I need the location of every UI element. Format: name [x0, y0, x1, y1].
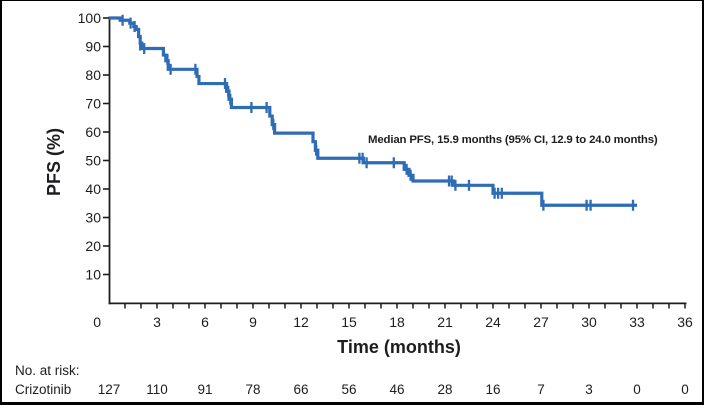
y-axis-ticks	[103, 17, 109, 276]
censor-marks	[121, 14, 635, 211]
x-axis-ticks	[124, 304, 686, 309]
at-risk-value: 0	[633, 382, 641, 397]
at-risk-value: 56	[341, 382, 356, 397]
at-risk-value: 7	[537, 382, 545, 397]
at-risk-value: 66	[293, 382, 308, 397]
at-risk-series-name: Crizotinib	[15, 382, 71, 397]
at-risk-value: 28	[437, 382, 452, 397]
at-risk-value: 0	[681, 382, 689, 397]
at-risk-value: 127	[98, 382, 121, 397]
km-curve-crizotinib	[109, 16, 637, 207]
x-axis-tick-labels: 0 3 6 9 12 15 18 21 24 27 30 33 36	[93, 314, 693, 330]
x-tick-label: 15	[341, 314, 357, 330]
x-tick-label: 0	[93, 314, 101, 330]
y-axis-title: PFS (%)	[44, 128, 64, 196]
at-risk-values: 127 110 91 78 66 56 46 28 16 7 3 0 0	[98, 382, 689, 397]
x-tick-label: 3	[153, 314, 161, 330]
y-tick-label: 50	[85, 153, 101, 169]
y-tick-label: 20	[85, 238, 101, 254]
y-tick-label: 80	[85, 67, 101, 83]
at-risk-value: 78	[245, 382, 260, 397]
at-risk-value: 46	[389, 382, 404, 397]
x-tick-label: 18	[389, 314, 405, 330]
x-tick-label: 33	[629, 314, 645, 330]
x-tick-label: 6	[201, 314, 209, 330]
x-tick-label: 27	[533, 314, 549, 330]
y-tick-label: 70	[85, 96, 101, 112]
y-tick-label: 10	[85, 267, 101, 283]
y-tick-label: 30	[85, 210, 101, 226]
y-tick-label: 60	[85, 124, 101, 140]
y-tick-label: 40	[85, 181, 101, 197]
at-risk-value: 3	[585, 382, 593, 397]
x-tick-label: 36	[677, 314, 693, 330]
x-tick-label: 12	[293, 314, 309, 330]
x-tick-label: 30	[581, 314, 597, 330]
at-risk-heading: No. at risk:	[15, 363, 80, 378]
median-pfs-annotation: Median PFS, 15.9 months (95% CI, 12.9 to…	[368, 134, 658, 146]
y-tick-label: 90	[85, 39, 101, 55]
x-axis-title: Time (months)	[337, 337, 461, 357]
at-risk-value: 110	[146, 382, 168, 397]
x-tick-label: 9	[249, 314, 257, 330]
x-tick-label: 21	[437, 314, 453, 330]
at-risk-value: 91	[197, 382, 212, 397]
y-axis-tick-labels: 10 20 30 40 50 60 70 80 90 100	[78, 10, 102, 283]
at-risk-value: 16	[485, 382, 500, 397]
y-tick-label: 100	[78, 10, 102, 26]
x-tick-label: 24	[485, 314, 501, 330]
